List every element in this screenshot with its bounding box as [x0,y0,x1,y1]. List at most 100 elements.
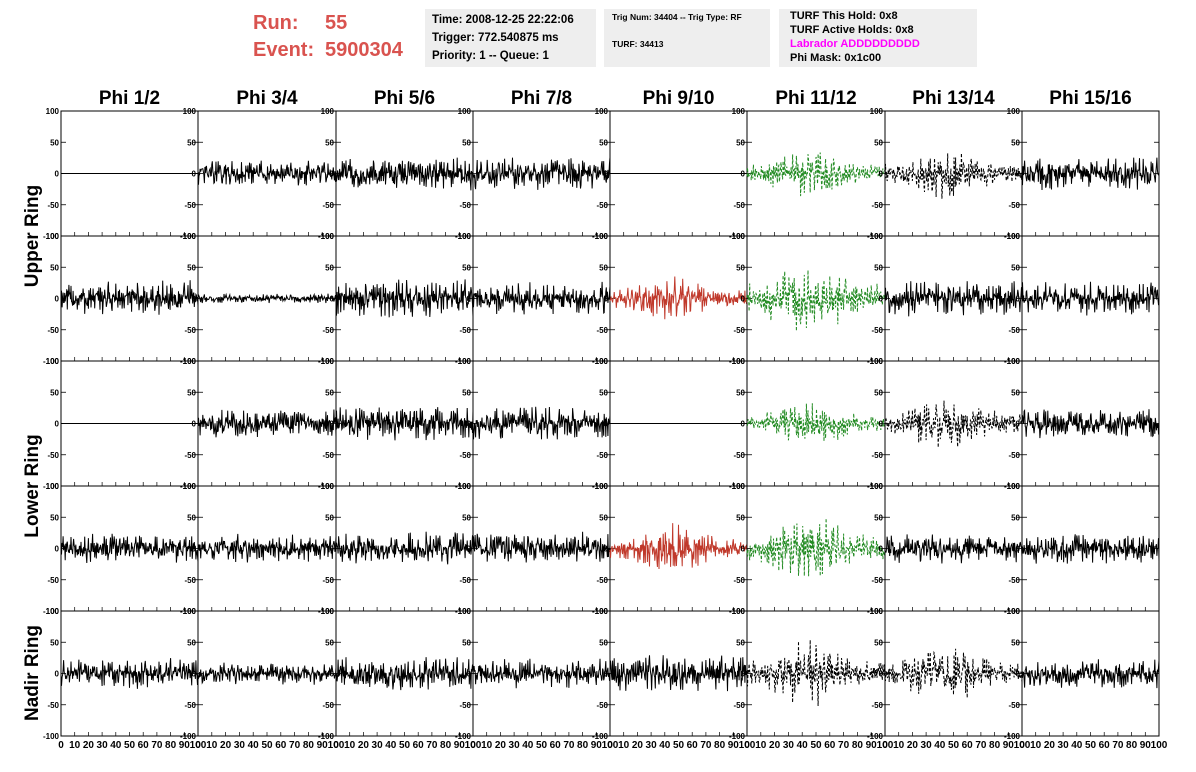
waveform-trace [197,409,337,438]
y-tick-label: 0 [467,670,472,679]
y-tick-label: 0 [741,295,746,304]
x-tick-label: 80 [714,740,726,751]
y-tick-label: -50 [459,326,471,335]
y-tick-label: 100 [870,107,884,116]
y-tick-label: -100 [592,732,609,741]
waveform-trace [472,406,611,440]
x-tick-label: 30 [1058,740,1070,751]
y-tick-label: 0 [741,545,746,554]
y-tick-label: 0 [55,295,60,304]
y-tick-label: 100 [595,482,609,491]
y-tick-label: 50 [187,263,196,272]
x-tick-label: 40 [797,740,809,751]
phi-title: Phi 11/12 [775,88,856,109]
y-tick-label: -50 [733,451,745,460]
x-tick-label: 60 [1099,740,1111,751]
y-tick-label: 0 [604,670,609,679]
y-tick-label: 100 [1007,357,1021,366]
y-tick-label: 50 [736,138,745,147]
y-tick-label: 50 [325,138,334,147]
x-tick-label: 20 [632,740,644,751]
y-tick-label: 50 [1011,513,1020,522]
y-tick-label: 50 [462,138,471,147]
waveform-trace [746,639,886,707]
y-tick-label: -50 [871,201,883,210]
x-tick-label: 90 [591,740,603,751]
y-tick-label: -100 [867,732,884,741]
x-tick-label: 10 [755,740,767,751]
x-tick-label: 60 [824,740,836,751]
y-tick-label: -100 [455,732,472,741]
waveform-trace [609,523,748,570]
y-tick-label: 50 [874,638,883,647]
waveform-trace [197,533,337,563]
x-tick-label: 70 [975,740,987,751]
x-tick-label: 10 [206,740,218,751]
waveform-trace [60,280,199,315]
y-tick-label: 0 [604,545,609,554]
y-tick-label: -50 [871,701,883,710]
y-tick-label: 0 [330,545,335,554]
waveform-trace [884,281,1023,317]
x-tick-label: 0 [1019,740,1025,751]
y-tick-label: 100 [1007,107,1021,116]
y-tick-label: 0 [879,670,884,679]
x-tick-label: 0 [333,740,339,751]
x-tick-label: 20 [83,740,95,751]
y-tick-label: 50 [50,263,59,272]
waveform-trace [197,662,337,685]
x-tick-label: 50 [399,740,411,751]
x-tick-label: 90 [317,740,329,751]
x-tick-label: 80 [852,740,864,751]
y-tick-label: -50 [47,201,59,210]
y-tick-label: 0 [741,170,746,179]
y-tick-label: 100 [458,107,472,116]
x-tick-label: 40 [522,740,534,751]
y-tick-label: 100 [595,607,609,616]
x-tick-label: 50 [948,740,960,751]
y-tick-label: 0 [879,545,884,554]
x-tick-label: 80 [165,740,177,751]
y-tick-label: -50 [1008,201,1020,210]
x-tick-label: 40 [659,740,671,751]
waveform-trace [335,157,474,191]
turf-text: TURF: 34413 [612,39,664,49]
waveform-trace [609,655,748,692]
y-tick-label: 100 [870,607,884,616]
x-tick-label: 40 [934,740,946,751]
y-tick-label: 100 [321,357,335,366]
x-tick-label: 50 [124,740,136,751]
y-tick-label: 100 [46,232,60,241]
x-tick-label: 0 [744,740,750,751]
x-tick-label: 10 [1030,740,1042,751]
x-tick-label: 30 [97,740,109,751]
y-tick-label: 50 [1011,138,1020,147]
turf-info-box: TURF This Hold: 0x8 TURF Active Holds: 0… [779,9,977,67]
x-tick-label: 100 [1014,740,1031,751]
waveform-trace [335,407,474,441]
x-tick-label: 90 [866,740,878,751]
y-tick-label: 100 [183,232,197,241]
trig-num-text: Trig Num: 34404 -- Trig Type: RF [612,12,742,22]
time-text: Time: 2008-12-25 22:22:06 [432,14,574,26]
y-tick-label: 0 [467,545,472,554]
y-tick-label: 100 [46,107,60,116]
y-tick-label: 0 [192,295,197,304]
x-tick-label: 30 [921,740,933,751]
y-tick-label: 100 [183,357,197,366]
waveform-trace [472,531,611,563]
event-label: Event: [253,39,315,61]
y-tick-label: -100 [43,357,60,366]
y-tick-label: -50 [459,451,471,460]
y-tick-label: -50 [871,576,883,585]
x-tick-label: 20 [220,740,232,751]
y-tick-label: -50 [1008,701,1020,710]
y-tick-label: -50 [322,326,334,335]
y-tick-label: 0 [741,670,746,679]
y-tick-label: 0 [192,170,197,179]
y-tick-label: -50 [47,326,59,335]
trig-info-box: Trig Num: 34404 -- Trig Type: RF TURF: 3… [604,9,770,67]
x-tick-label: 100 [190,740,207,751]
phi-title: Phi 15/16 [1049,88,1131,109]
waveform-trace [1021,281,1160,316]
